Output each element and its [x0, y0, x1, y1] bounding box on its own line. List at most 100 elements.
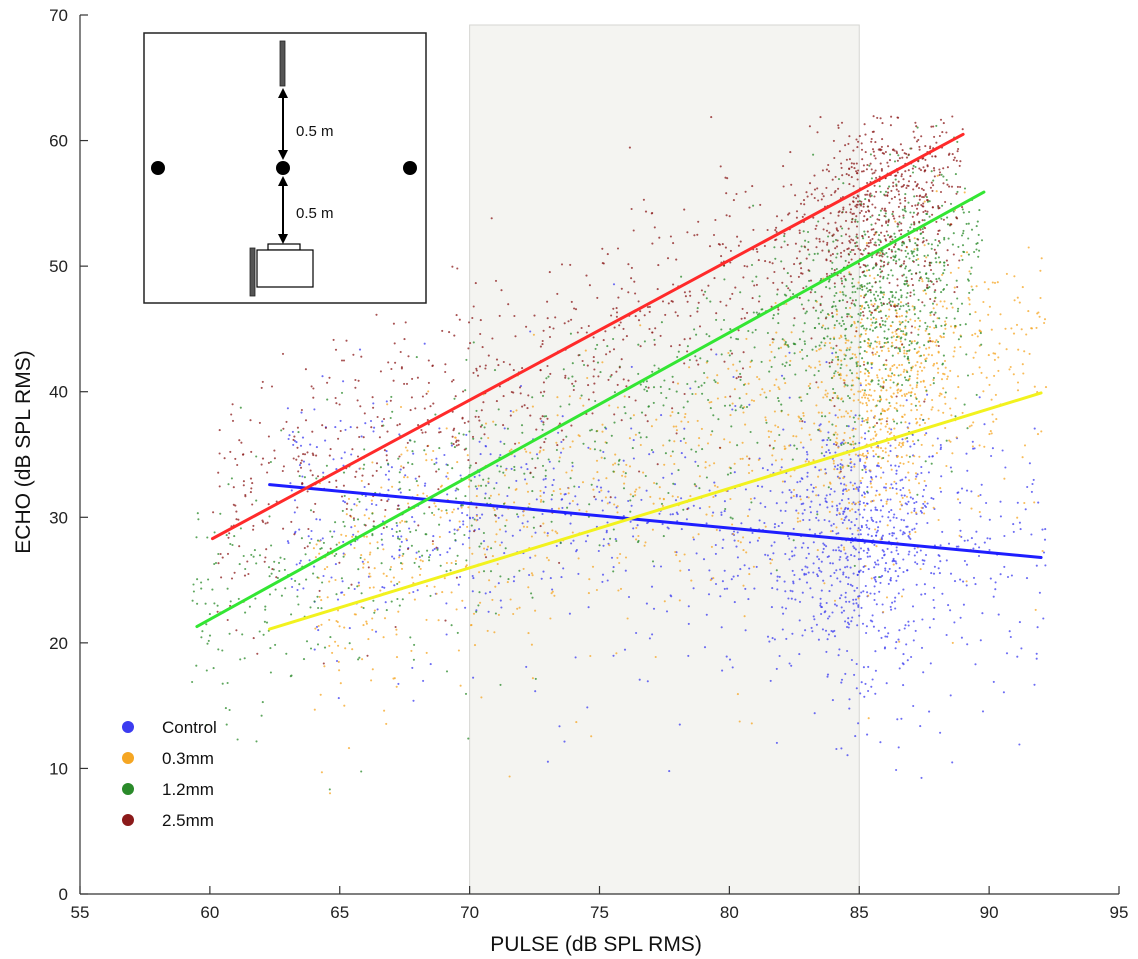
data-point: [913, 547, 916, 550]
data-point: [389, 568, 392, 571]
data-point: [596, 485, 599, 488]
data-point: [782, 428, 785, 431]
data-point: [814, 299, 817, 302]
data-point: [732, 363, 735, 366]
data-point: [316, 475, 320, 478]
data-point: [428, 556, 431, 559]
data-point: [530, 535, 533, 538]
data-point: [1032, 478, 1035, 481]
data-point: [875, 190, 878, 193]
data-point: [806, 230, 810, 234]
data-point: [866, 490, 869, 493]
data-point: [412, 658, 415, 661]
data-point: [714, 552, 717, 555]
data-point: [899, 233, 903, 236]
data-point: [789, 275, 792, 278]
data-point: [886, 341, 890, 344]
data-point: [989, 430, 992, 433]
data-point: [898, 307, 901, 311]
data-point: [837, 211, 840, 214]
data-point: [831, 358, 834, 362]
data-point: [204, 602, 207, 605]
data-point: [307, 527, 310, 531]
data-point: [632, 439, 635, 442]
data-point: [450, 591, 453, 594]
data-point: [1028, 352, 1031, 355]
data-point: [815, 404, 818, 407]
data-point: [213, 602, 216, 605]
data-point: [916, 126, 919, 129]
data-point: [297, 603, 300, 606]
data-point: [931, 340, 934, 343]
data-point: [829, 254, 832, 257]
data-point: [675, 429, 678, 432]
data-point: [859, 346, 862, 349]
data-point: [916, 381, 919, 384]
data-point: [922, 354, 926, 357]
data-point: [605, 477, 608, 480]
data-point: [885, 420, 888, 423]
data-point: [617, 589, 620, 592]
data-point: [874, 430, 877, 433]
data-point: [856, 178, 859, 181]
data-point: [494, 540, 497, 543]
data-point: [926, 393, 929, 396]
data-point: [698, 507, 702, 510]
data-point: [768, 444, 771, 447]
data-point: [941, 305, 944, 308]
data-point: [1013, 275, 1016, 278]
data-point: [907, 180, 911, 183]
data-point: [358, 435, 361, 439]
data-point: [988, 383, 991, 386]
data-point: [701, 392, 704, 395]
data-point: [1035, 657, 1038, 660]
data-point: [850, 384, 853, 387]
data-point: [850, 316, 853, 319]
data-point: [497, 613, 500, 616]
data-point: [844, 279, 847, 282]
data-point: [399, 487, 402, 490]
data-point: [413, 561, 416, 564]
data-point: [870, 394, 873, 397]
data-point: [913, 443, 916, 446]
data-point: [653, 338, 656, 341]
data-point: [859, 528, 862, 532]
data-point: [847, 394, 850, 398]
data-point: [845, 173, 848, 176]
data-point: [856, 573, 859, 576]
data-point: [878, 185, 881, 188]
data-point: [907, 624, 910, 627]
data-point: [837, 214, 840, 217]
data-point: [542, 491, 545, 494]
data-point: [838, 549, 841, 552]
data-point: [833, 599, 837, 602]
data-point: [806, 488, 809, 491]
data-point: [656, 288, 659, 291]
data-point: [237, 518, 240, 521]
data-point: [847, 576, 850, 579]
data-point: [875, 325, 878, 329]
data-point: [542, 478, 545, 481]
data-point: [450, 561, 453, 565]
data-point: [670, 595, 673, 598]
data-point: [301, 436, 305, 439]
data-point: [828, 231, 831, 234]
data-point: [704, 466, 707, 469]
data-point: [726, 473, 730, 476]
data-point: [941, 530, 944, 533]
data-point: [864, 584, 867, 588]
data-point: [807, 384, 810, 388]
data-point: [839, 568, 842, 571]
data-point: [800, 303, 803, 306]
data-point: [504, 547, 507, 550]
data-point: [775, 741, 778, 744]
data-point: [870, 223, 873, 226]
data-point: [909, 496, 912, 499]
series-points-0.3mm: [312, 174, 1048, 795]
data-point: [1036, 433, 1040, 436]
data-point: [441, 591, 444, 594]
data-point: [892, 557, 895, 560]
data-point: [294, 530, 297, 533]
data-point: [813, 712, 816, 715]
data-point: [916, 203, 919, 206]
